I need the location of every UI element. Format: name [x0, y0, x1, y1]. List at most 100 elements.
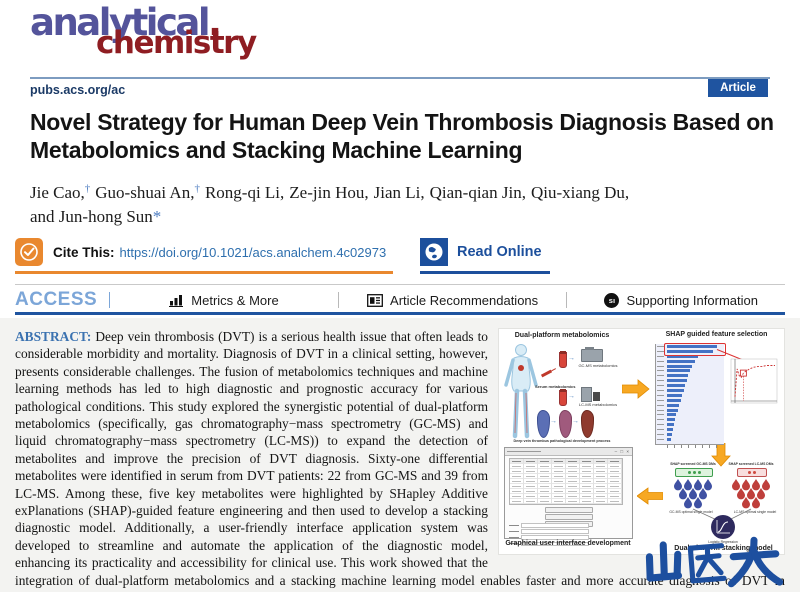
logo-word-analytical: analytical — [30, 1, 211, 44]
gc-model-label: GC-MS optimal single model — [669, 510, 713, 514]
gui-table — [509, 458, 623, 505]
gc-dms-label: SHAP screened GC-MS DMs — [670, 462, 716, 466]
separator — [337, 292, 339, 308]
supporting-info-label: Supporting Information — [626, 292, 758, 308]
author: Qian-qian Jin, — [429, 182, 526, 202]
gui-window-controls: – □ × — [614, 449, 630, 454]
access-link[interactable]: ACCESS — [15, 289, 98, 310]
shap-bar — [667, 384, 685, 388]
arrow-down-icon — [711, 443, 731, 467]
author: Jie Cao,† — [30, 182, 91, 202]
gui-window: – □ × — [504, 447, 633, 547]
lcms-label: LC-MS metabolomics — [578, 402, 618, 407]
lr-label: Logistic Regression — [708, 540, 738, 544]
read-online-button[interactable]: Read Online — [420, 238, 550, 274]
metrics-link[interactable]: Metrics & More — [120, 293, 328, 308]
metabolomics-panel: Dual-platform metabolomics → → GC-MS met… — [501, 332, 623, 444]
article-type-badge: Article — [708, 79, 768, 97]
shap-bar — [667, 437, 671, 441]
journal-logo: analytical. chemistry — [30, 4, 257, 61]
human-body-illustration — [504, 344, 538, 439]
nav-bottom-divider — [15, 312, 785, 315]
university-watermark — [643, 534, 787, 592]
supporting-info-link[interactable]: sı Supporting Information — [577, 292, 785, 308]
arrow-icon: → — [550, 418, 557, 425]
citation-bar: Cite This: https://doi.org/10.1021/acs.a… — [15, 238, 785, 274]
shap-panel-title: SHAP guided feature selection — [665, 331, 768, 338]
shap-bar — [667, 428, 673, 432]
shap-bar — [667, 393, 682, 397]
gui-form-fields — [509, 523, 589, 548]
read-online-label: Read Online — [457, 244, 542, 260]
arrow-icon: → — [572, 418, 579, 425]
access-bar: ACCESS Metrics & More Article Recommenda… — [15, 289, 785, 311]
vessel-stage-2 — [559, 410, 572, 438]
logistic-regression-icon — [711, 515, 735, 539]
shap-bar — [667, 354, 698, 358]
vessel-stage-3 — [581, 410, 594, 438]
cite-this-block: Cite This: https://doi.org/10.1021/acs.a… — [15, 238, 393, 274]
logo-analytical: analytical. — [30, 4, 256, 41]
arrow-icon: → — [568, 355, 575, 362]
author: Ze-jin Hou, — [289, 182, 369, 202]
metrics-icon — [169, 294, 184, 307]
gui-window-titlebar: – □ × — [505, 448, 632, 456]
logo-chemistry: chemistry — [96, 25, 257, 61]
author: and Jun-hong Sun* — [30, 206, 162, 226]
stacking-caption: Dual-platform stacking model — [674, 545, 773, 552]
shap-bar — [667, 423, 674, 427]
shap-bar — [667, 369, 690, 373]
abstract-label: ABSTRACT: — [15, 329, 92, 344]
doi-link[interactable]: https://doi.org/10.1021/acs.analchem.4c0… — [119, 244, 387, 260]
supporting-info-icon: sı — [604, 292, 620, 308]
gui-window-title — [507, 450, 541, 453]
gui-caption: Graphical user interface development — [505, 540, 631, 547]
blood-sample-icon — [540, 369, 553, 378]
author: Qiu-xiang Du, — [530, 182, 630, 202]
arrow-right-icon — [622, 379, 650, 399]
header-divider — [30, 77, 770, 79]
shap-bar — [667, 374, 688, 378]
separator — [109, 292, 111, 308]
lc-model-label: LC-MS optimal single model — [733, 510, 777, 514]
shap-panel: SHAP guided feature selection — [651, 331, 782, 448]
gcms-droplet-cluster — [674, 479, 712, 509]
shap-bar-chart — [655, 343, 726, 448]
shap-bar — [667, 398, 681, 402]
test-tube-icon — [559, 351, 567, 368]
lc-dms-chip — [737, 468, 767, 477]
nav-top-divider — [15, 284, 785, 285]
abstract-text: Deep vein thrombosis (DVT) is a serious … — [15, 329, 785, 592]
author: Guo-shuai An,† — [95, 182, 200, 202]
test-tube-icon — [559, 389, 567, 406]
graphical-abstract: Dual-platform metabolomics → → GC-MS met… — [498, 328, 785, 555]
author: Rong-qi Li, — [204, 182, 285, 202]
lc-dms-label: SHAP screened LC-MS DMs — [728, 462, 774, 466]
shap-bar — [667, 403, 679, 407]
gui-panel: – □ × Graphical user interface developme… — [501, 447, 635, 551]
vessels-caption: Deep vein thrombus pathological developm… — [513, 438, 611, 443]
shap-bar — [667, 379, 687, 383]
metrics-label: Metrics & More — [191, 292, 279, 308]
shap-bar — [667, 389, 684, 393]
pubs-url-link[interactable]: pubs.acs.org/ac — [30, 83, 126, 97]
abstract-paragraph: ABSTRACT: Deep vein thrombosis (DVT) is … — [15, 328, 785, 592]
recommendations-link[interactable]: Article Recommendations — [349, 293, 557, 308]
cite-this-label: Cite This: — [53, 244, 115, 260]
lcms-droplet-cluster — [732, 479, 770, 509]
article-title: Novel Strategy for Human Deep Vein Throm… — [30, 109, 774, 163]
recommendations-label: Article Recommendations — [390, 292, 539, 308]
abstract-section: Dual-platform metabolomics → → GC-MS met… — [0, 318, 800, 592]
arrow-left-icon — [637, 487, 663, 505]
shap-bar — [667, 364, 692, 368]
shap-bar — [667, 418, 675, 422]
shap-bar — [667, 433, 672, 437]
shap-bar — [667, 413, 676, 417]
shap-bar — [667, 359, 695, 363]
serum-label: Serum metabolomics — [535, 384, 576, 389]
arrow-icon: → — [568, 393, 575, 400]
logo-dot: . — [208, 1, 222, 44]
cite-check-icon — [15, 238, 43, 266]
author: Jian Li, — [373, 182, 425, 202]
